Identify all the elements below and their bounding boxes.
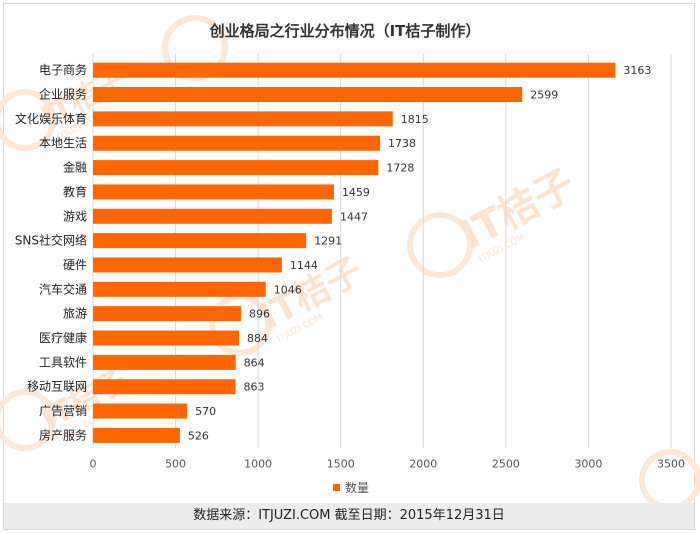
- value-label: 3163: [623, 64, 651, 77]
- bar: [93, 160, 379, 176]
- value-label: 896: [249, 308, 270, 321]
- value-label: 1815: [401, 113, 429, 126]
- bar: [93, 330, 239, 346]
- x-tick-label: 0: [90, 458, 97, 471]
- category-label: 文化娱乐体育: [15, 111, 87, 126]
- category-label: SNS社交网络: [15, 233, 87, 248]
- watermark-orange-icon: [407, 212, 473, 278]
- x-tick-label: 1500: [327, 458, 355, 471]
- category-label: 教育: [63, 184, 87, 199]
- value-label: 526: [188, 429, 209, 442]
- x-tick-label: 2500: [492, 458, 520, 471]
- category-label: 医疗健康: [39, 330, 87, 345]
- watermark-orange-icon: [162, 15, 228, 81]
- value-label: 1447: [340, 210, 368, 223]
- x-tick-label: 3500: [657, 458, 685, 471]
- watermark-orange-icon: [0, 389, 56, 451]
- category-label: 本地生活: [39, 136, 87, 150]
- bar: [93, 379, 236, 395]
- bar: [93, 87, 523, 103]
- category-label: 汽车交通: [39, 281, 87, 296]
- x-tick-label: 1000: [244, 458, 272, 471]
- category-label: 旅游: [63, 307, 87, 321]
- category-label: 房产服务: [39, 427, 87, 442]
- watermark-orange-icon: [209, 294, 271, 356]
- data-labels: 3163 2599 1815 1738 1728 1459 1447 1291 1144 1046…: [188, 64, 651, 442]
- bar: [93, 257, 282, 273]
- bar: [93, 184, 334, 200]
- category-label: 移动互联网: [27, 380, 87, 394]
- value-label: 884: [247, 332, 268, 345]
- value-label: 1738: [388, 137, 416, 150]
- category-label: 金融: [63, 160, 87, 175]
- bar: [93, 233, 307, 249]
- bar: [93, 427, 180, 443]
- legend: 数量: [333, 480, 369, 495]
- chart-title: 创业格局之行业分布情况（IT桔子制作）: [209, 22, 481, 40]
- category-label: 电子商务: [39, 62, 87, 77]
- value-label: 2599: [530, 89, 558, 102]
- value-label: 570: [195, 405, 216, 418]
- bar: [93, 403, 188, 419]
- category-label: 企业服务: [39, 87, 87, 102]
- value-label: 1291: [314, 235, 342, 248]
- category-label: 工具软件: [39, 355, 87, 369]
- bar: [93, 281, 266, 297]
- category-label: 硬件: [63, 258, 87, 272]
- value-label: 864: [244, 356, 265, 369]
- category-label: 广告营销: [39, 404, 87, 418]
- bar: [93, 354, 236, 370]
- value-label: 1144: [290, 259, 318, 272]
- bars: [93, 62, 616, 443]
- source-footer: 数据来源：ITJUZI.COM 截至日期：2015年12月31日: [4, 503, 694, 529]
- x-tick-label: 500: [165, 458, 186, 471]
- legend-label: 数量: [345, 480, 369, 495]
- legend-swatch: [333, 484, 340, 491]
- x-tick-label: 3000: [574, 458, 602, 471]
- value-label: 1459: [342, 186, 370, 199]
- value-label: 863: [244, 381, 265, 394]
- bar: [93, 135, 381, 151]
- value-label: 1046: [274, 283, 302, 296]
- value-label: 1728: [386, 162, 414, 175]
- bar: [93, 62, 616, 78]
- x-axis-ticks: 0 500 1000 1500 2000 2500 3000 3500: [90, 458, 686, 471]
- bar: [93, 111, 393, 127]
- category-label: 游戏: [63, 209, 87, 223]
- watermark-orange-icon: [0, 89, 56, 151]
- bar: [93, 306, 241, 322]
- bar: [93, 208, 332, 224]
- x-tick-label: 2000: [409, 458, 437, 471]
